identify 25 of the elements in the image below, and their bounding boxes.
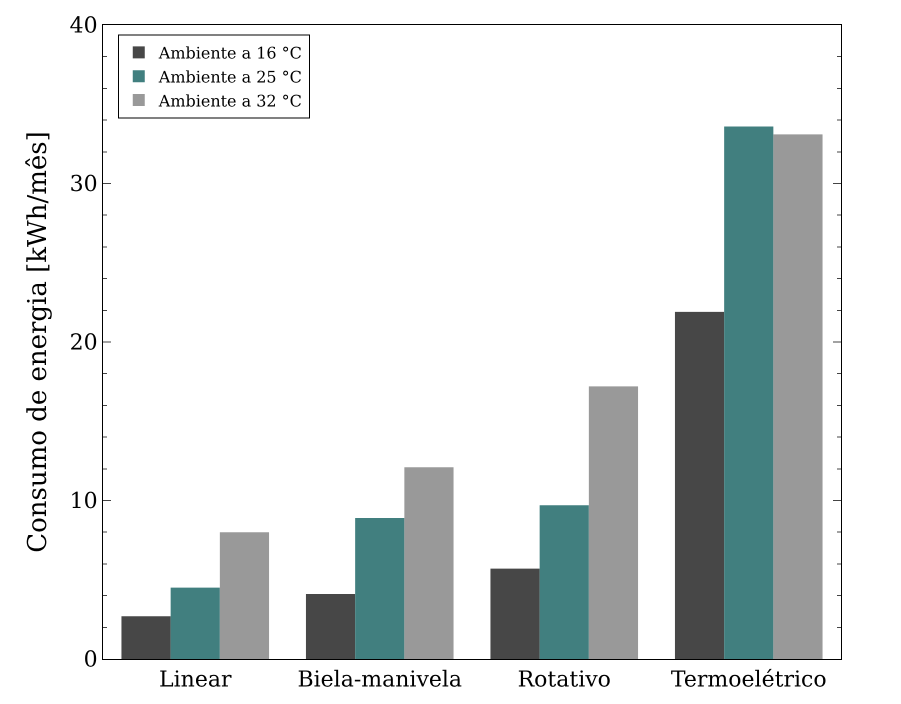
y-tick-label: 10 bbox=[70, 489, 98, 514]
bar bbox=[355, 518, 404, 659]
x-tick-label: Termoelétrico bbox=[670, 667, 827, 692]
bar bbox=[404, 467, 454, 659]
bar bbox=[773, 134, 823, 659]
y-tick-label: 30 bbox=[70, 172, 98, 198]
x-tick-label: Linear bbox=[159, 667, 232, 692]
y-tick-label: 40 bbox=[70, 14, 98, 39]
legend-label: Ambiente a 32 °C bbox=[158, 91, 302, 110]
bar bbox=[170, 588, 220, 659]
bar bbox=[306, 594, 356, 659]
x-tick-label: Rotativo bbox=[518, 667, 611, 692]
legend-label: Ambiente a 25 °C bbox=[158, 67, 302, 86]
bar bbox=[540, 505, 589, 659]
bar bbox=[121, 616, 171, 659]
bar bbox=[220, 532, 270, 659]
y-axis-title: Consumo de energia [kWh/mês] bbox=[23, 131, 53, 553]
bar bbox=[588, 386, 638, 659]
legend-label: Ambiente a 16 °C bbox=[158, 44, 302, 63]
y-tick-label: 0 bbox=[84, 648, 98, 673]
bar bbox=[490, 568, 540, 659]
y-tick-label: 20 bbox=[70, 330, 98, 356]
bar bbox=[724, 126, 774, 659]
bar bbox=[674, 312, 724, 659]
x-tick-label: Biela-manivela bbox=[297, 667, 462, 692]
